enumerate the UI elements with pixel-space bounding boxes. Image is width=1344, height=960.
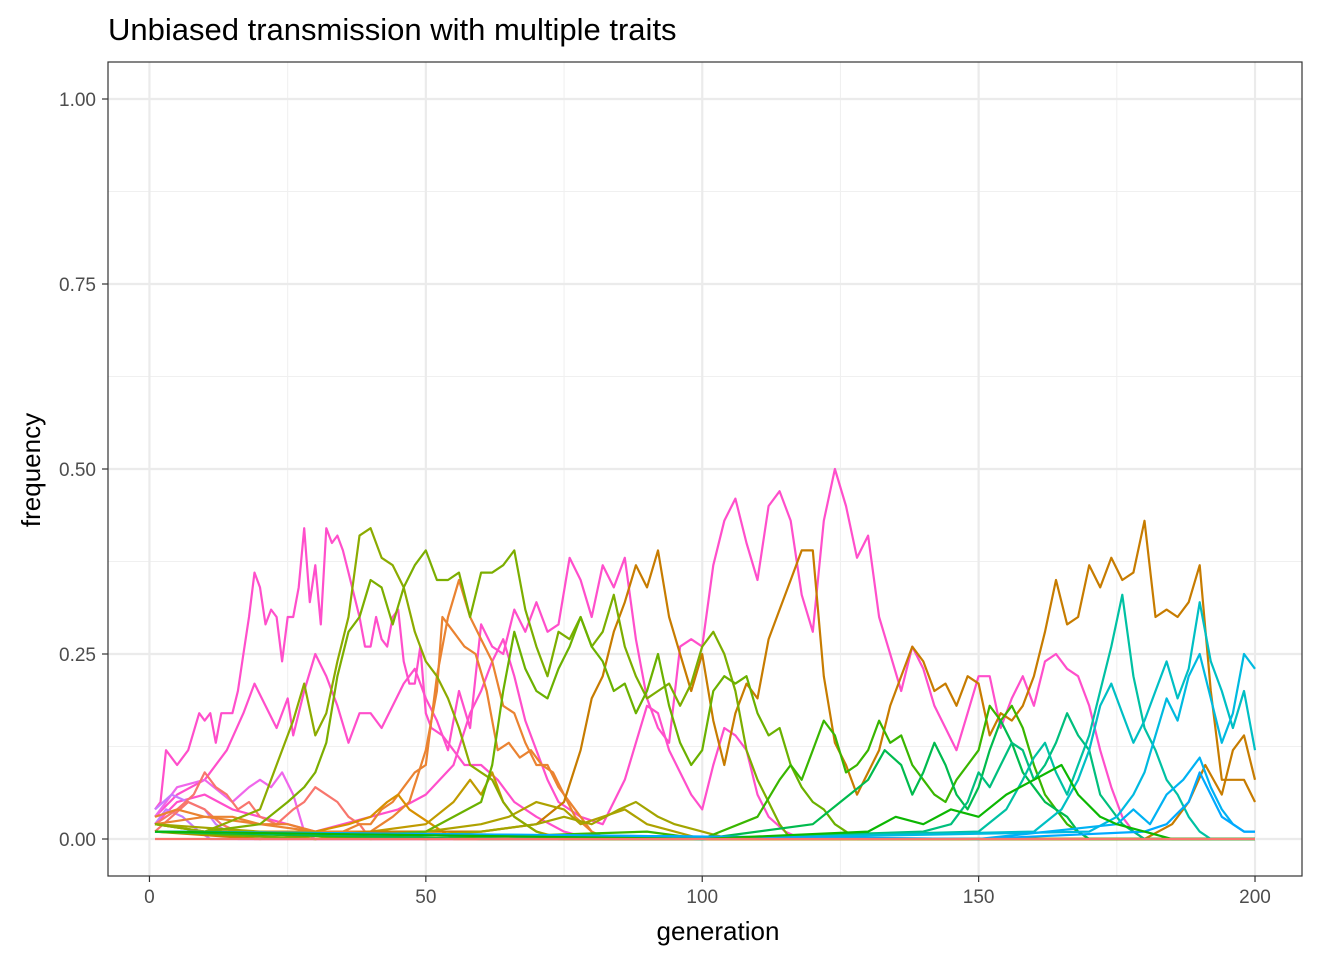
x-axis: 0 50 100 150 200 bbox=[144, 876, 1271, 908]
series-line-27 bbox=[154, 771, 1255, 841]
series-line-24 bbox=[154, 601, 1257, 841]
x-tick-label: 100 bbox=[686, 887, 718, 908]
x-tick-label: 0 bbox=[144, 887, 155, 908]
series-lines bbox=[154, 467, 1257, 841]
series-line-21 bbox=[154, 719, 1255, 841]
x-tick-label: 200 bbox=[1239, 887, 1271, 908]
series-line-18 bbox=[155, 549, 1255, 841]
y-axis: 0.00 0.25 0.50 0.75 1.00 bbox=[59, 90, 108, 851]
series-line-13 bbox=[154, 519, 1256, 841]
x-tick-label: 50 bbox=[415, 887, 436, 908]
y-tick-label: 0.75 bbox=[59, 275, 96, 296]
series-line-25 bbox=[154, 652, 1256, 841]
y-tick-label: 0.50 bbox=[59, 460, 96, 481]
x-axis-title: generation bbox=[657, 916, 780, 946]
y-tick-label: 0.00 bbox=[59, 830, 96, 851]
series-line-9 bbox=[154, 578, 1255, 841]
y-tick-label: 1.00 bbox=[59, 90, 96, 111]
y-tick-label: 0.25 bbox=[59, 645, 96, 666]
x-tick-label: 150 bbox=[963, 887, 995, 908]
chart-title: Unbiased transmission with multiple trai… bbox=[108, 12, 677, 47]
y-axis-title: frequency bbox=[16, 413, 46, 527]
series-line-28 bbox=[154, 763, 1255, 841]
series-line-15 bbox=[154, 800, 1255, 841]
series-line-19 bbox=[154, 615, 1255, 841]
series-line-1 bbox=[154, 527, 1255, 841]
